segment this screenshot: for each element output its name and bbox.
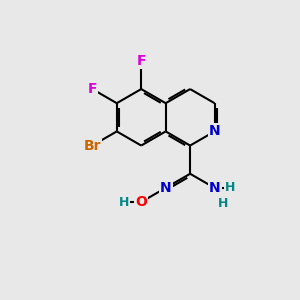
- Text: N: N: [209, 181, 220, 195]
- Text: F: F: [136, 54, 146, 68]
- Text: H: H: [119, 196, 130, 208]
- Text: N: N: [209, 124, 220, 138]
- Text: H: H: [225, 182, 235, 194]
- Text: O: O: [135, 195, 147, 209]
- Text: Br: Br: [84, 139, 101, 152]
- Text: H: H: [218, 197, 228, 210]
- Text: F: F: [88, 82, 97, 96]
- Text: N: N: [160, 181, 172, 195]
